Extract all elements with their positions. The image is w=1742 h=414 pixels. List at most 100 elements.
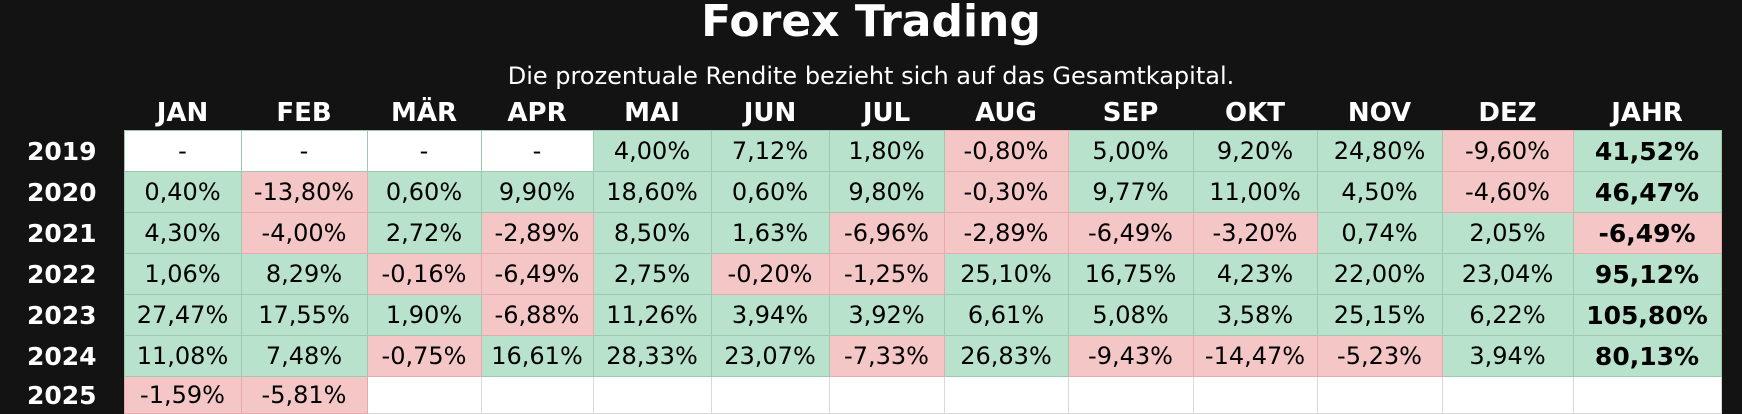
month-return-cell: -5,23%: [1316, 335, 1443, 377]
month-return-cell: [828, 376, 945, 414]
column-header-sep: SEP: [1102, 97, 1159, 128]
month-return-cell: [710, 376, 830, 414]
month-return-cell: -6,88%: [480, 294, 594, 336]
year-label: 2022: [26, 259, 97, 289]
month-return-cell: 8,29%: [240, 253, 368, 295]
year-label: 2023: [26, 300, 97, 330]
month-return-cell: -6,96%: [828, 212, 945, 254]
year-total-cell: 95,12%: [1572, 253, 1722, 295]
month-return-cell: 1,90%: [366, 294, 482, 336]
month-return-cell: [1192, 376, 1318, 414]
month-return-cell: -0,75%: [366, 335, 482, 377]
month-return-cell: [480, 376, 594, 414]
month-return-cell: -: [366, 130, 482, 172]
year-total-cell: 80,13%: [1572, 335, 1722, 377]
month-return-cell: 9,77%: [1067, 171, 1194, 213]
column-header-jahr: JAHR: [1611, 97, 1683, 128]
month-return-cell: 16,75%: [1067, 253, 1194, 295]
month-return-cell: 5,00%: [1067, 130, 1194, 172]
month-return-cell: -5,81%: [240, 376, 368, 414]
month-return-cell: -6,49%: [480, 253, 594, 295]
month-return-cell: 3,92%: [828, 294, 945, 336]
year-total-cell: 46,47%: [1572, 171, 1722, 213]
month-return-cell: 9,20%: [1192, 130, 1318, 172]
month-return-cell: -: [480, 130, 594, 172]
month-return-cell: 0,74%: [1316, 212, 1443, 254]
year-label: 2024: [26, 341, 97, 371]
table-row: 2023 27,47% 17,55% 1,90% -6,88% 11,26% 3,94% 3,…: [0, 294, 1722, 336]
month-return-cell: -2,89%: [943, 212, 1069, 254]
month-return-cell: 1,06%: [123, 253, 242, 295]
table-row: 2022 1,06% 8,29% -0,16% -6,49% 2,75% -0,20% -1,…: [0, 253, 1722, 295]
table-header-row: JAN FEB MÄR APR MAI JUN JUL AUG SEP OKT NOV DEZ JAHR: [0, 95, 1721, 131]
month-return-cell: -6,49%: [1067, 212, 1194, 254]
month-return-cell: 9,80%: [828, 171, 945, 213]
table-row: 2020 0,40% -13,80% 0,60% 9,90% 18,60% 0,60% 9,8…: [0, 171, 1722, 213]
month-return-cell: 3,94%: [1441, 335, 1574, 377]
month-return-cell: -0,20%: [710, 253, 830, 295]
month-return-cell: -9,60%: [1441, 130, 1574, 172]
month-return-cell: [1316, 376, 1443, 414]
month-return-cell: [1067, 376, 1194, 414]
year-label: 2025: [26, 380, 97, 410]
month-return-cell: 5,08%: [1067, 294, 1194, 336]
month-return-cell: [1441, 376, 1574, 414]
month-return-cell: 6,61%: [943, 294, 1069, 336]
month-return-cell: [366, 376, 482, 414]
column-header-mär: MÄR: [390, 97, 457, 128]
column-header-jun: JUN: [743, 97, 797, 128]
column-header-nov: NOV: [1347, 97, 1412, 128]
month-return-cell: 0,60%: [710, 171, 830, 213]
month-return-cell: 7,12%: [710, 130, 830, 172]
column-header-jul: JUL: [862, 97, 911, 128]
month-return-cell: 1,63%: [710, 212, 830, 254]
column-header-mai: MAI: [624, 97, 680, 128]
month-return-cell: 11,26%: [592, 294, 712, 336]
month-return-cell: 7,48%: [240, 335, 368, 377]
year-label: 2021: [26, 218, 97, 248]
month-return-cell: -13,80%: [240, 171, 368, 213]
month-return-cell: -4,60%: [1441, 171, 1574, 213]
month-return-cell: 6,22%: [1441, 294, 1574, 336]
month-return-cell: -9,43%: [1067, 335, 1194, 377]
month-return-cell: 2,75%: [592, 253, 712, 295]
column-header-apr: APR: [507, 97, 567, 128]
month-return-cell: 23,04%: [1441, 253, 1574, 295]
column-header-jan: JAN: [156, 97, 209, 128]
month-return-cell: 4,30%: [123, 212, 242, 254]
year-total-cell: -6,49%: [1572, 212, 1722, 254]
month-return-cell: 8,50%: [592, 212, 712, 254]
column-header-aug: AUG: [975, 97, 1037, 128]
month-return-cell: [592, 376, 712, 414]
month-return-cell: 9,90%: [480, 171, 594, 213]
month-return-cell: -1,59%: [123, 376, 242, 414]
month-return-cell: -14,47%: [1192, 335, 1318, 377]
month-return-cell: 0,40%: [123, 171, 242, 213]
month-return-cell: -1,25%: [828, 253, 945, 295]
month-return-cell: 25,10%: [943, 253, 1069, 295]
year-total-cell: [1572, 376, 1722, 414]
column-header-feb: FEB: [276, 97, 332, 128]
month-return-cell: -4,00%: [240, 212, 368, 254]
column-header-okt: OKT: [1225, 97, 1285, 128]
month-return-cell: -3,20%: [1192, 212, 1318, 254]
month-return-cell: 27,47%: [123, 294, 242, 336]
month-return-cell: 26,83%: [943, 335, 1069, 377]
month-return-cell: -0,30%: [943, 171, 1069, 213]
column-header-dez: DEZ: [1478, 97, 1537, 128]
month-return-cell: 28,33%: [592, 335, 712, 377]
year-total-cell: 41,52%: [1572, 130, 1722, 172]
month-return-cell: 25,15%: [1316, 294, 1443, 336]
month-return-cell: 4,50%: [1316, 171, 1443, 213]
year-label: 2020: [26, 177, 97, 207]
month-return-cell: 23,07%: [710, 335, 830, 377]
month-return-cell: 11,08%: [123, 335, 242, 377]
month-return-cell: -7,33%: [828, 335, 945, 377]
month-return-cell: -2,89%: [480, 212, 594, 254]
table-row: 2024 11,08% 7,48% -0,75% 16,61% 28,33% 23,07% -…: [0, 335, 1722, 377]
month-return-cell: -0,16%: [366, 253, 482, 295]
month-return-cell: 11,00%: [1192, 171, 1318, 213]
month-return-cell: 24,80%: [1316, 130, 1443, 172]
month-return-cell: 4,23%: [1192, 253, 1318, 295]
month-return-cell: 22,00%: [1316, 253, 1443, 295]
